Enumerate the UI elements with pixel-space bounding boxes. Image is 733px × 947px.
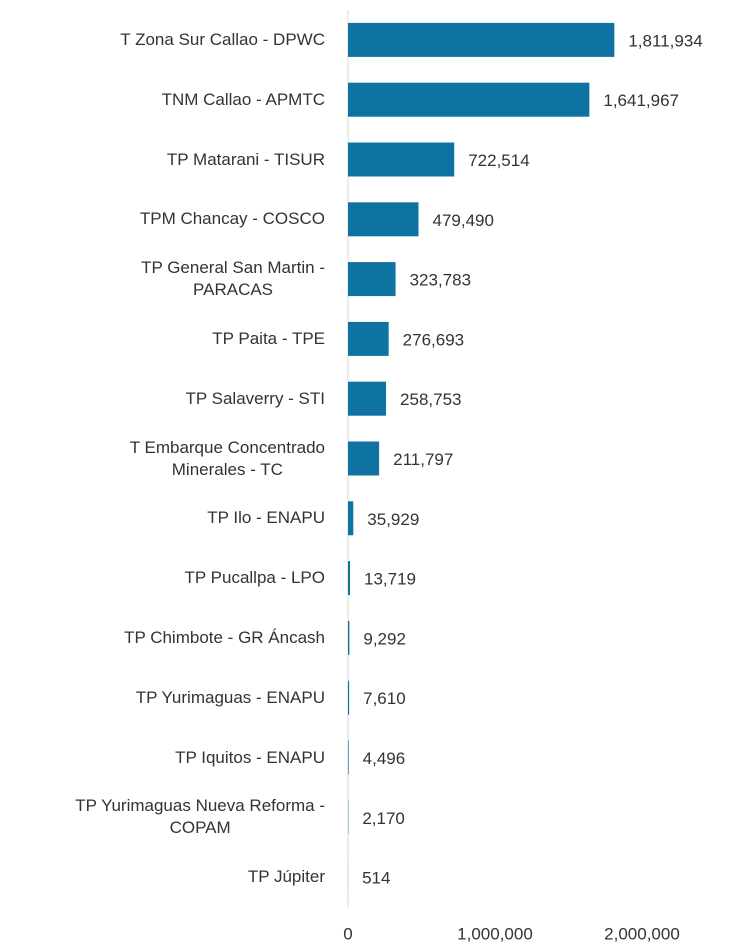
- bar: [348, 680, 350, 715]
- category-label: TP Yurimaguas - ENAPU: [135, 687, 325, 707]
- bar: [348, 561, 351, 596]
- x-tick-label: 2,000,000: [604, 924, 680, 943]
- value-label: 258,753: [400, 390, 461, 409]
- category-label: T Embarque Concentrado Minerales - TC: [129, 437, 325, 479]
- value-label: 7,610: [363, 689, 406, 708]
- value-label: 4,496: [363, 749, 406, 768]
- value-label: 323,783: [410, 271, 471, 290]
- bar: [348, 620, 350, 655]
- value-label: 276,693: [403, 330, 464, 349]
- bar: [348, 321, 389, 356]
- category-label: TNM Callao - APMTC: [161, 89, 325, 109]
- bar: [348, 740, 349, 775]
- bar: [348, 22, 615, 57]
- bar: [348, 381, 387, 416]
- category-label: TPM Chancay - COSCO: [139, 209, 325, 229]
- category-label: TP Júpiter: [247, 867, 325, 887]
- bar: [348, 202, 419, 237]
- value-label: 722,514: [468, 151, 529, 170]
- value-label: 514: [362, 869, 390, 888]
- category-label: TP Paita - TPE: [212, 328, 325, 348]
- category-label: TP General San Martin - PARACAS: [141, 258, 325, 300]
- category-label: TP Ilo - ENAPU: [207, 508, 325, 528]
- category-label: TP Matarani - TISUR: [166, 149, 325, 169]
- category-label: TP Chimbote - GR Áncash: [124, 627, 325, 647]
- bar: [348, 262, 396, 297]
- x-tick-label: 0: [343, 924, 352, 943]
- category-label: TP Yurimaguas Nueva Reforma - COPAM: [75, 796, 325, 838]
- bar: [348, 501, 354, 536]
- category-label: T Zona Sur Callao - DPWC: [120, 29, 325, 49]
- value-label: 479,490: [432, 211, 493, 230]
- value-label: 35,929: [367, 510, 419, 529]
- value-label: 13,719: [364, 570, 416, 589]
- category-label: TP Iquitos - ENAPU: [175, 747, 325, 767]
- category-label: TP Salaverry - STI: [185, 388, 326, 408]
- category-label: TP Pucallpa - LPO: [184, 568, 325, 588]
- value-label: 2,170: [362, 809, 405, 828]
- bar: [348, 441, 380, 476]
- bar: [348, 142, 455, 177]
- value-label: 1,641,967: [603, 91, 679, 110]
- value-label: 9,292: [363, 629, 406, 648]
- x-tick-label: 1,000,000: [457, 924, 533, 943]
- bar: [348, 82, 590, 117]
- value-label: 211,797: [393, 450, 453, 469]
- value-label: 1,811,934: [628, 31, 702, 50]
